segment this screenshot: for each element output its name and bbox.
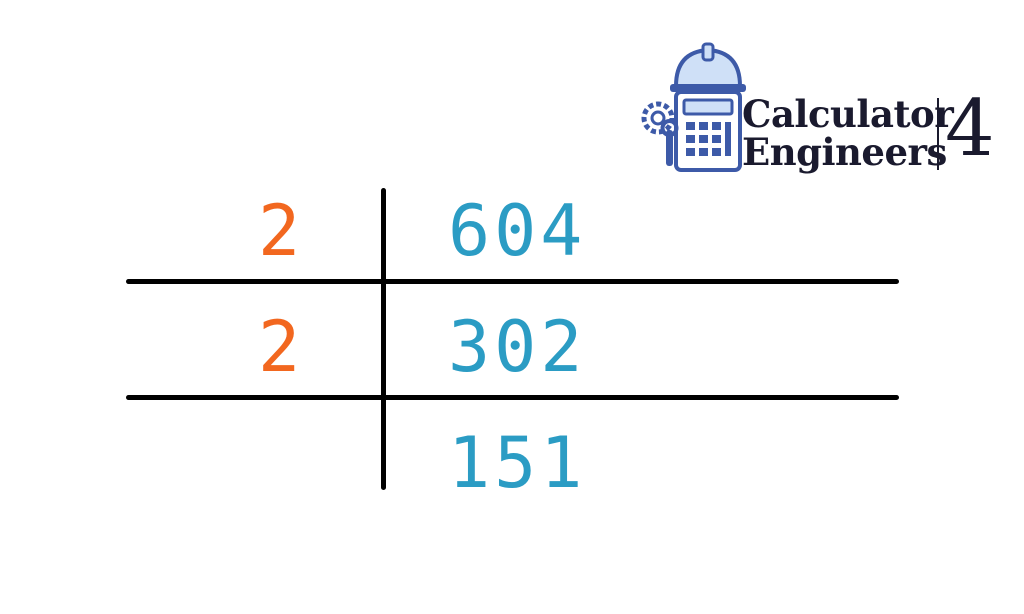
horizontal-divider-line-1 xyxy=(126,279,899,284)
divisor-row-2: 2 xyxy=(258,306,301,388)
quotient-row-3: 151 xyxy=(448,422,587,504)
brand-logo: Calculator Engineers 4 xyxy=(640,38,995,178)
logo-number: 4 xyxy=(945,84,995,174)
divisor-row-1: 2 xyxy=(258,190,301,272)
logo-text-calculator: Calculator xyxy=(742,92,954,136)
logo-divider xyxy=(937,98,939,170)
calculator-hardhat-icon xyxy=(641,42,746,172)
vertical-divider-line xyxy=(381,188,386,490)
dividend-row-2: 302 xyxy=(448,306,587,388)
dividend-row-1: 604 xyxy=(448,190,587,272)
logo-text-engineers: Engineers xyxy=(742,130,947,174)
horizontal-divider-line-2 xyxy=(126,395,899,400)
